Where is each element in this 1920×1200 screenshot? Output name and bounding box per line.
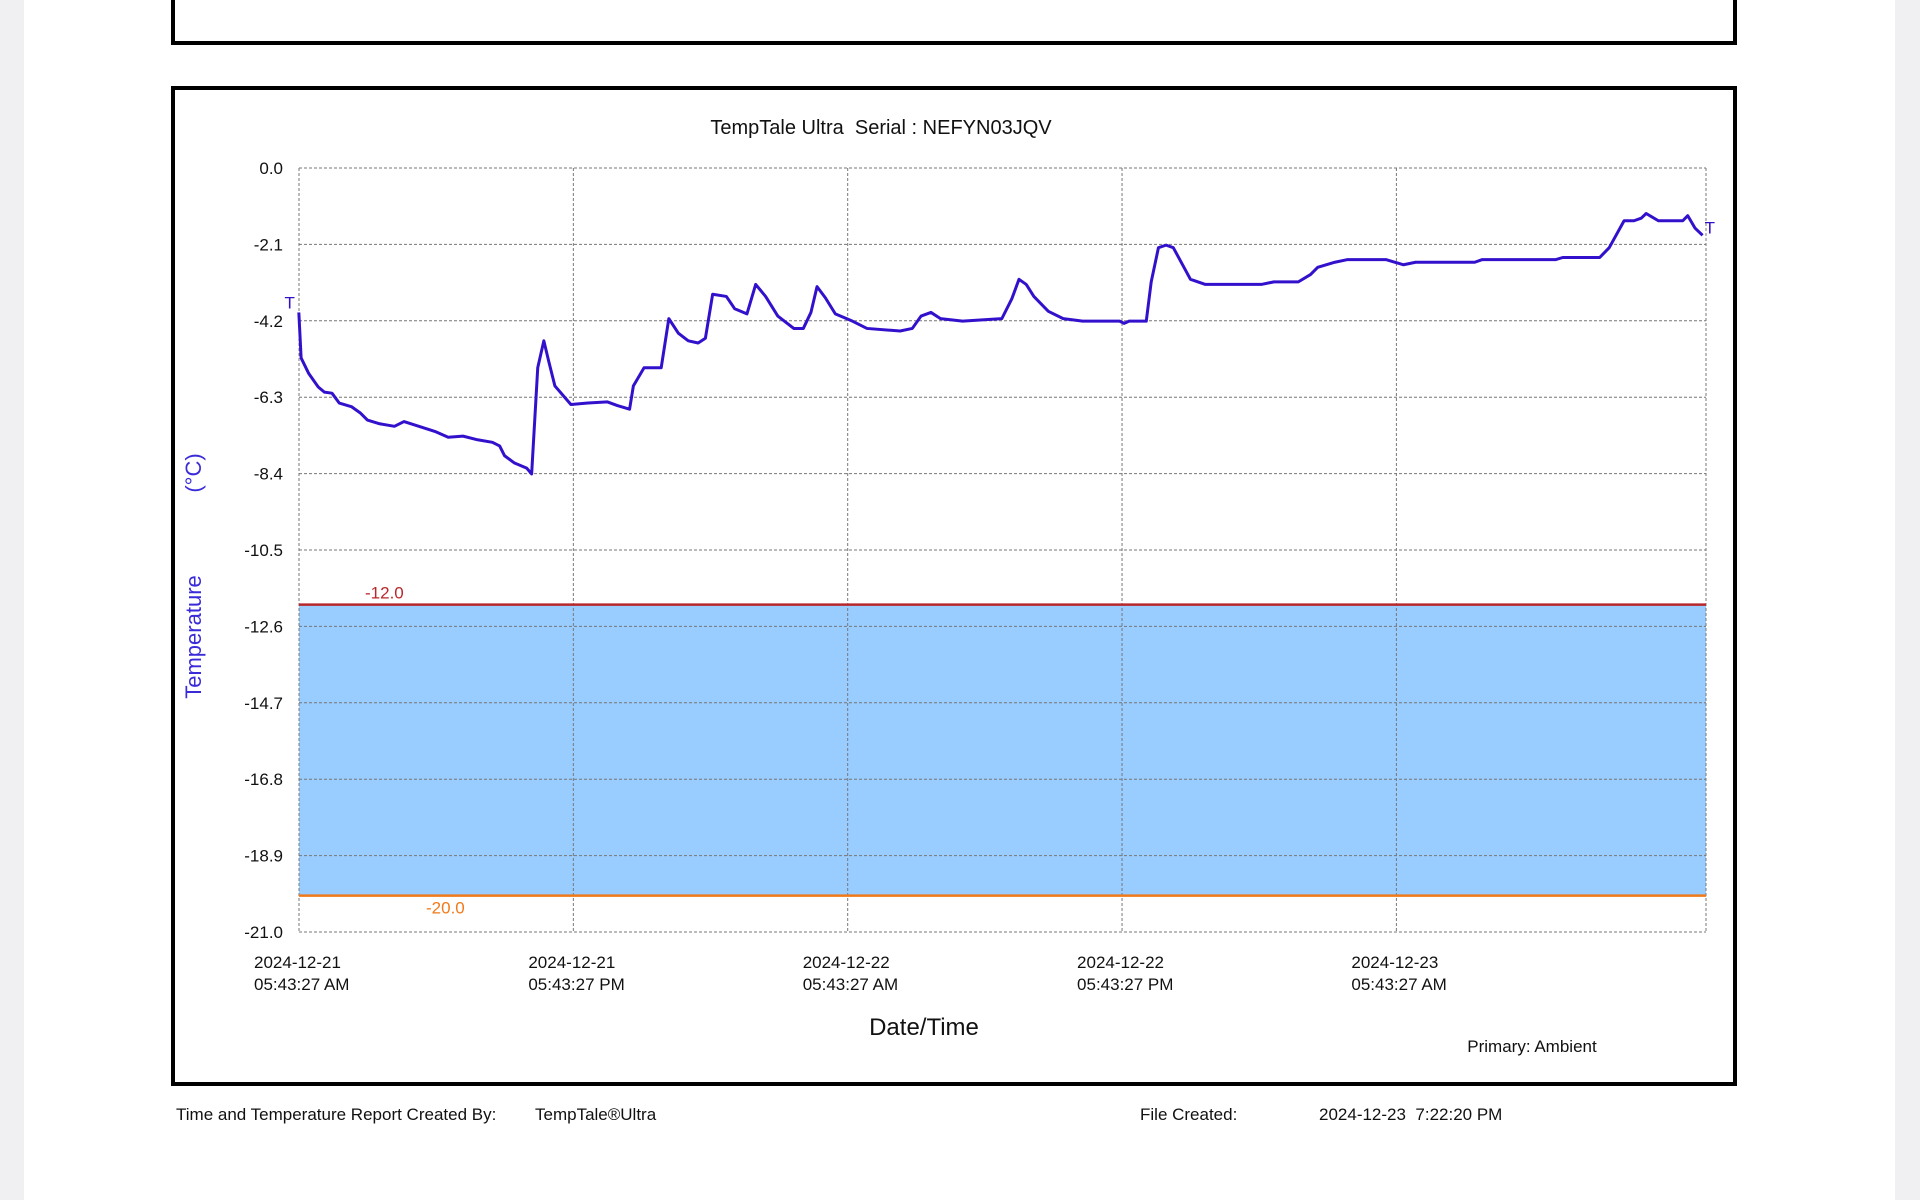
report-page [24, 0, 1895, 1200]
y-tick-label: -14.7 [244, 694, 283, 713]
y-axis-label: Temperature [181, 575, 206, 699]
chart-title: TempTale Ultra Serial : NEFYN03JQV [710, 117, 1052, 139]
x-tick-label: 2024-12-22 05:43:27 PM [1077, 953, 1174, 994]
y-axis-unit: (°C) [181, 453, 206, 492]
y-tick-label: -4.2 [254, 312, 283, 331]
previous-box [171, 0, 1737, 45]
footer-file-created: 2024-12-23 7:22:20 PM [1319, 1105, 1503, 1124]
y-tick-label: -16.8 [244, 770, 283, 789]
footer-created-by: Time and Temperature Report Created By: [176, 1105, 497, 1124]
y-tick-label: -2.1 [254, 235, 283, 254]
temperature-line [297, 211, 1704, 476]
x-tick-label: 2024-12-21 05:43:27 PM [528, 953, 625, 994]
chart-box [171, 86, 1737, 1086]
limit-label: -12.0 [365, 584, 404, 603]
footer-file-created-label: File Created: [1140, 1105, 1238, 1124]
footer-product: TempTale®Ultra [535, 1105, 657, 1124]
x-tick-label: 2024-12-21 05:43:27 AM [254, 953, 350, 994]
x-axis-label: Date/Time [869, 1014, 979, 1041]
y-tick-label: -21.0 [244, 923, 283, 942]
note: Primary: Ambient [1467, 1037, 1597, 1056]
start-marker: T [284, 293, 294, 312]
y-tick-label: -8.4 [254, 465, 283, 484]
limit-label: -20.0 [426, 899, 465, 918]
limit-band [299, 604, 1706, 896]
y-tick-label: -18.9 [244, 847, 283, 866]
y-tick-label: 0.0 [259, 159, 283, 178]
y-tick-label: -12.6 [244, 617, 283, 636]
x-tick-label: 2024-12-23 05:43:27 AM [1351, 953, 1447, 994]
end-marker: T [1705, 218, 1715, 237]
y-tick-label: -6.3 [254, 388, 283, 407]
x-tick-label: 2024-12-22 05:43:27 AM [802, 953, 899, 994]
y-tick-label: -10.5 [244, 541, 283, 560]
